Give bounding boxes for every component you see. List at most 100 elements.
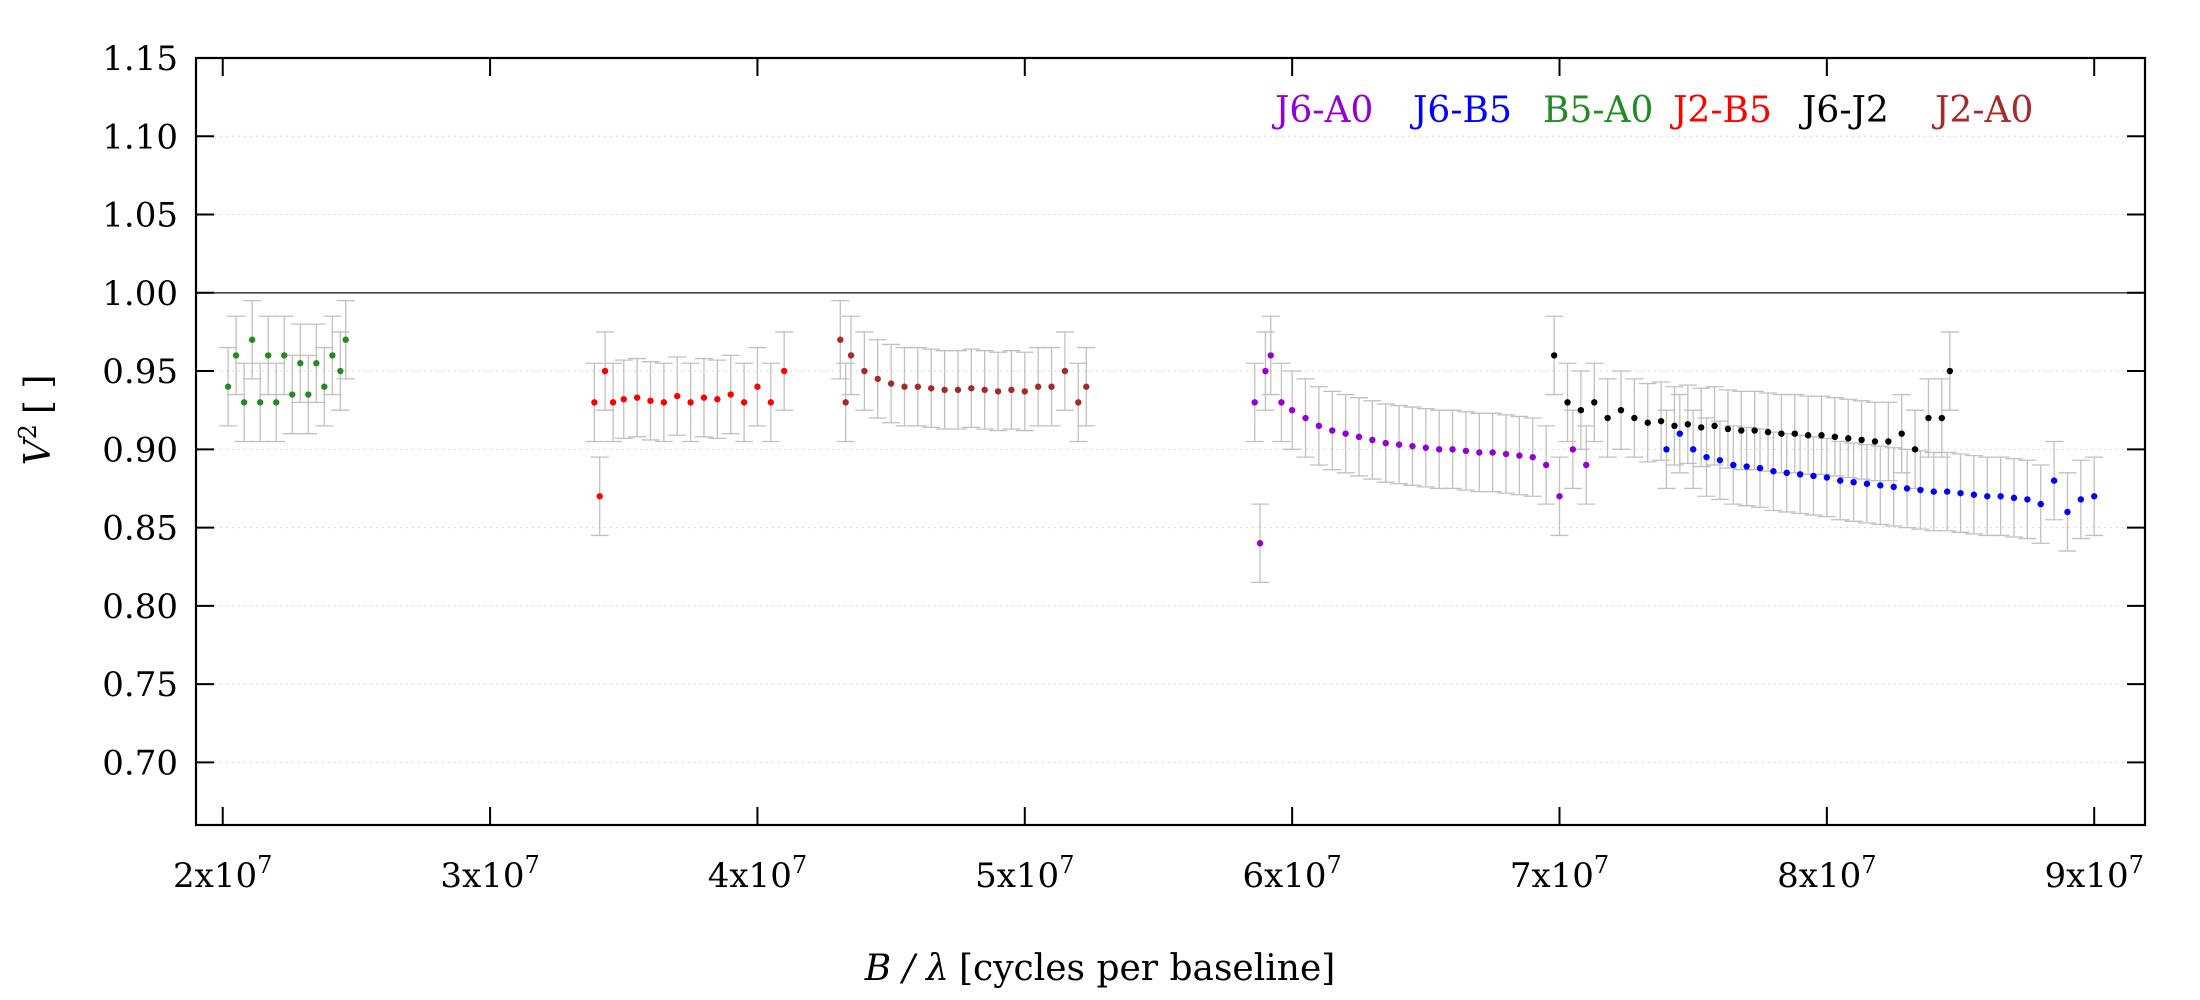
data-point-j2-a0 — [887, 380, 895, 387]
data-point-j6-j2 — [1604, 414, 1611, 422]
y-tick-label: 1.05 — [102, 196, 178, 236]
data-point-j6-a0 — [1502, 450, 1510, 458]
data-point-j6-a0 — [1409, 442, 1416, 450]
errorbar-layer — [219, 299, 2104, 584]
data-point-j6-a0 — [1449, 446, 1456, 453]
data-point-j2-b5 — [674, 392, 681, 400]
data-point-j6-a0 — [1262, 367, 1269, 375]
data-point-j2-a0 — [837, 336, 844, 343]
data-point-b5-a0 — [224, 383, 232, 390]
data-point-j6-b5 — [1997, 493, 2004, 500]
data-point-j6-b5 — [1917, 486, 1924, 494]
data-point-j6-j2 — [1858, 436, 1865, 444]
data-point-j6-j2 — [1764, 428, 1772, 436]
x-tick-exponent: 7 — [1327, 851, 1342, 879]
data-point-j6-j2 — [1564, 399, 1571, 406]
data-point-j6-a0 — [1516, 452, 1523, 459]
x-tick-exponent: 7 — [257, 851, 272, 879]
data-point-j6-j2 — [1631, 414, 1638, 422]
y-tick-label: 0.90 — [102, 430, 178, 470]
data-point-j6-j2 — [1791, 430, 1798, 437]
data-point-j6-j2 — [1751, 427, 1758, 434]
data-point-j6-j2 — [1885, 438, 1892, 445]
data-point-j2-a0 — [901, 383, 908, 390]
data-point-j6-a0 — [1267, 352, 1274, 359]
data-point-j6-j2 — [1738, 427, 1745, 434]
y-tick-label: 0.75 — [102, 665, 178, 705]
data-point-j6-a0 — [1342, 430, 1349, 437]
data-point-j2-b5 — [740, 399, 748, 406]
legend-entry-j2-b5: J2-B5 — [1669, 90, 1772, 131]
data-point-j6-b5 — [1663, 446, 1670, 453]
data-point-j6-b5 — [1943, 488, 1951, 495]
data-point-j2-a0 — [954, 386, 962, 394]
data-point-j6-j2 — [1831, 433, 1839, 441]
y-axis-symbol: V — [18, 435, 59, 465]
data-point-b5-a0 — [321, 383, 328, 390]
data-point-j6-j2 — [1644, 419, 1651, 426]
data-point-j6-b5 — [1837, 477, 1844, 484]
x-tick-label: 6x107 — [1242, 851, 1341, 896]
data-point-j2-b5 — [754, 383, 761, 390]
data-point-j6-b5 — [1743, 463, 1750, 470]
x-tick-label: 8x107 — [1777, 851, 1876, 896]
data-point-j6-j2 — [1871, 438, 1879, 445]
data-point-b5-a0 — [342, 336, 349, 343]
x-tick-exponent: 7 — [524, 851, 539, 879]
data-point-j6-b5 — [2050, 477, 2058, 484]
plot-frame — [194, 56, 2147, 827]
data-point-j6-b5 — [1810, 472, 1817, 480]
data-point-j2-a0 — [842, 399, 849, 406]
data-point-j6-b5 — [1676, 430, 1684, 437]
data-point-j2-b5 — [660, 399, 668, 406]
data-point-j6-a0 — [1382, 439, 1389, 447]
data-point-j6-a0 — [1435, 446, 1443, 453]
data-point-j6-j2 — [1697, 424, 1705, 431]
data-point-j2-b5 — [727, 391, 734, 398]
data-point-j2-a0 — [981, 386, 988, 394]
data-point-b5-a0 — [256, 399, 264, 406]
data-point-j6-b5 — [1984, 493, 1991, 500]
data-point-j2-a0 — [928, 385, 935, 392]
data-point-j2-a0 — [941, 386, 948, 394]
data-point-b5-a0 — [289, 391, 296, 398]
data-point-b5-a0 — [329, 352, 336, 359]
legend-entry-b5-a0: B5-A0 — [1543, 90, 1653, 131]
data-point-j6-j2 — [1577, 406, 1585, 414]
data-point-j6-j2 — [1778, 430, 1785, 437]
data-point-j6-a0 — [1583, 461, 1590, 469]
data-point-j6-j2 — [1724, 425, 1732, 433]
data-point-j2-b5 — [714, 396, 721, 403]
data-point-j6-a0 — [1489, 449, 1496, 456]
data-point-j6-j2 — [1845, 435, 1852, 442]
data-point-j2-b5 — [700, 394, 708, 401]
data-point-j6-a0 — [1422, 444, 1430, 451]
legend-entry-j2-a0: J2-A0 — [1931, 90, 2033, 131]
legend: J6-A0 J6-B5 B5-A0 J2-B5 J6-J2 J2-A0 — [1271, 90, 2033, 131]
y-tick-label: 0.80 — [102, 587, 178, 627]
data-point-j2-a0 — [914, 383, 922, 390]
tick-layer: 0.70 0.75 0.80 0.85 0.90 0.95 1.00 1.05 1.10 1.15… — [102, 39, 2145, 896]
data-point-j6-b5 — [1716, 457, 1724, 464]
data-point-j6-b5 — [1970, 491, 1978, 498]
x-tick-mantissa: 5x10 — [975, 856, 1059, 896]
data-point-j6-b5 — [1770, 468, 1777, 475]
y-tick-label: 0.85 — [102, 509, 178, 549]
data-point-j6-b5 — [1783, 469, 1790, 477]
data-point-b5-a0 — [313, 360, 320, 367]
data-point-j2-a0 — [994, 388, 1002, 395]
data-point-j6-j2 — [1911, 446, 1919, 453]
data-point-j2-a0 — [1021, 388, 1028, 395]
data-point-j6-a0 — [1251, 399, 1258, 406]
data-point-j6-b5 — [1903, 485, 1911, 492]
data-point-j6-j2 — [1657, 417, 1665, 425]
x-tick-mantissa: 9x10 — [2045, 856, 2129, 896]
data-point-j6-b5 — [1863, 480, 1871, 487]
data-point-j6-j2 — [1898, 430, 1905, 437]
data-point-b5-a0 — [248, 336, 256, 343]
data-point-j6-j2 — [1671, 422, 1678, 430]
data-point-j2-a0 — [968, 385, 975, 392]
data-point-j6-a0 — [1256, 540, 1264, 547]
x-tick-exponent: 7 — [1594, 851, 1609, 879]
data-point-j2-b5 — [780, 367, 788, 375]
